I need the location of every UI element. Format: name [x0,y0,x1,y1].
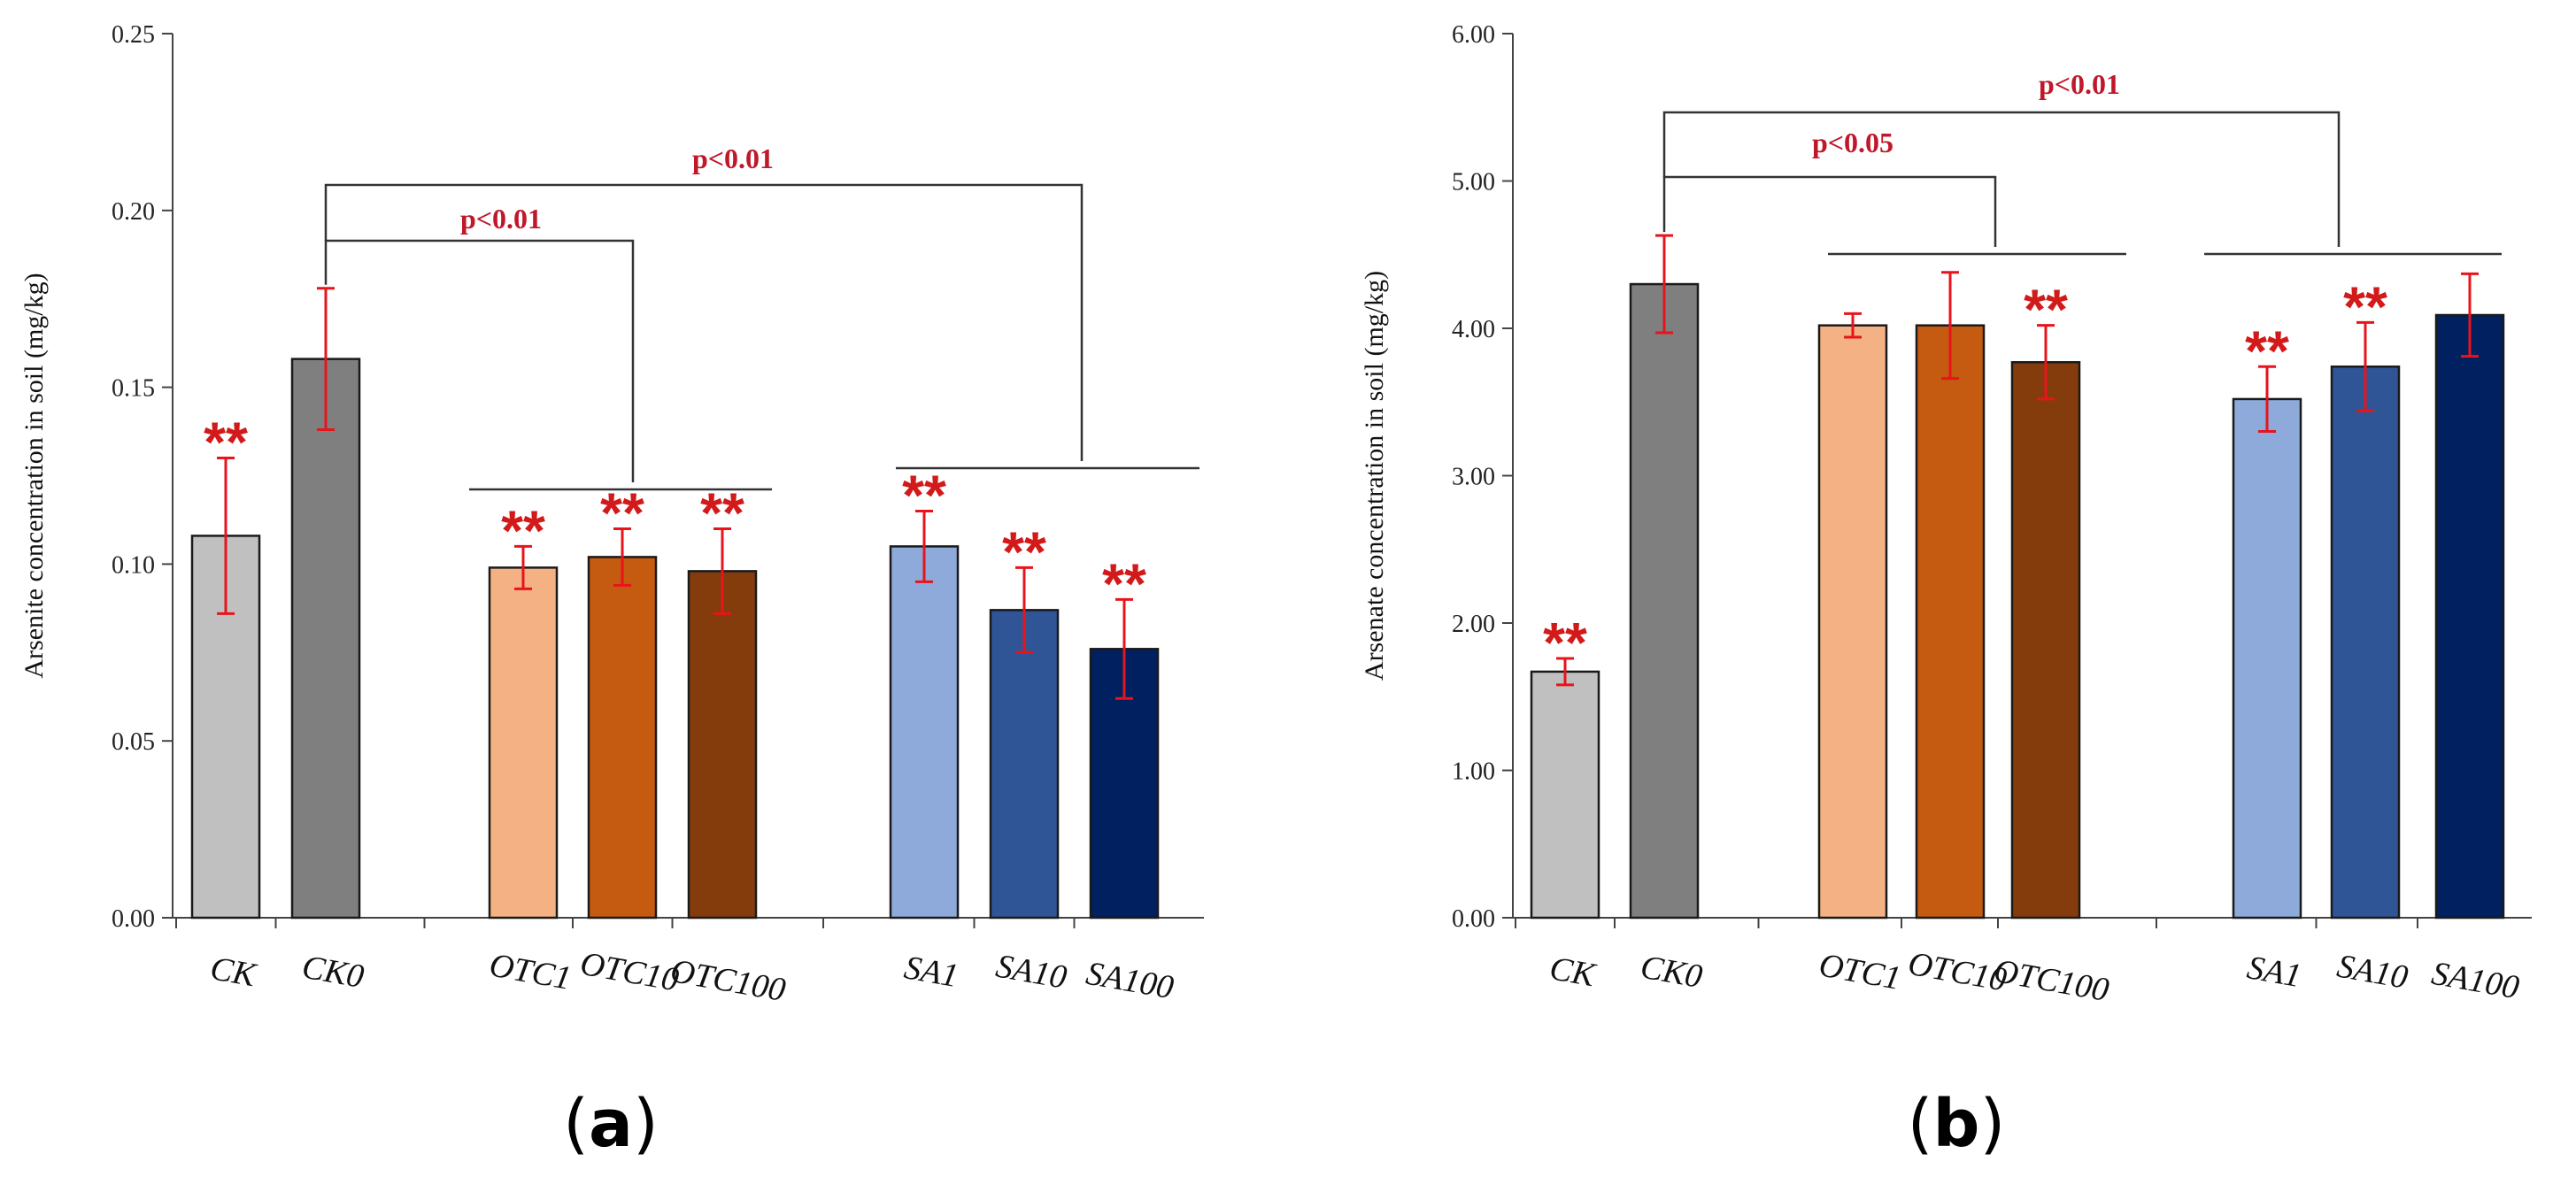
y-tick-label: 0.00 [112,905,155,933]
p-value-label: p<0.01 [2039,68,2120,100]
category-label: SA1 [2244,949,2304,995]
y-tick-label: 0.05 [112,728,155,756]
significance-mark: ** [600,481,644,544]
panel-letter: a [589,1086,633,1162]
category-label: OTC1 [1816,946,1904,996]
bracket-ck0-otc [1662,175,1997,247]
significance-mark: ** [204,411,248,474]
bar-sa1 [889,545,960,920]
p-value-label: p<0.01 [460,203,542,235]
bar-otc10 [587,556,658,920]
significance-mark: ** [2343,274,2387,338]
significance-mark: ** [1543,611,1587,674]
significance-mark: ** [1002,519,1046,583]
bracket-ck0-sa [1662,111,2341,247]
bar-otc100 [2010,361,2081,920]
y-tick-label: 0.15 [112,375,155,403]
bar-sa10 [2330,366,2401,920]
significance-mark: ** [1102,551,1146,615]
p-value-label: p<0.01 [692,142,774,174]
significance-mark: ** [700,481,744,544]
y-tick-label: 6.00 [1452,21,1495,49]
y-tick-label: 4.00 [1452,316,1495,343]
bar-otc1 [1817,324,1888,920]
category-label: OTC10 [577,945,682,999]
significance-mark: ** [2024,278,2068,342]
category-label: CK [207,950,259,994]
bar-otc1 [488,566,559,920]
y-axis-label: Arsenite concentration in soil (mg/kg) [19,273,49,678]
y-tick-label: 1.00 [1452,758,1495,786]
panel-label: (a) [563,1086,659,1162]
significance-mark: ** [902,463,946,527]
bar-ck [1530,670,1600,920]
y-tick-label: 2.00 [1452,611,1495,638]
bar-sa1 [2232,397,2302,920]
bracket-ck0-sa [324,183,1084,461]
panel-letter: b [1933,1086,1980,1162]
category-label: SA100 [1084,955,1176,1007]
y-tick-label: 5.00 [1452,169,1495,196]
chart-b: 0.00 1.00 2.00 3.00 4.00 5.00 6.00 Arsenate con… [1360,21,2532,1162]
bar-otc10 [1915,324,1986,920]
category-label: CK [1546,950,1599,994]
y-tick-label: 0.20 [112,198,155,226]
bracket-ck0-otc [324,239,635,482]
category-label: SA10 [993,948,1069,996]
p-value-label: p<0.05 [1812,127,1893,158]
y-tick-label: 0.10 [112,551,155,579]
y-tick-label: 0.25 [112,21,155,49]
category-label: CK0 [1638,948,1705,995]
category-label: OTC1 [487,946,575,996]
panel-label: (b) [1908,1086,2006,1162]
bar-otc100 [687,570,758,920]
category-label: OTC100 [1991,952,2111,1009]
chart-a: 0.00 0.05 0.10 0.15 0.20 0.25 Arsenite concent… [19,21,1204,1162]
category-label: SA10 [2334,948,2410,996]
bar-ck0 [1629,282,1700,920]
bar-ck [190,535,261,920]
significance-mark: ** [2245,319,2289,382]
category-label: SA1 [901,949,961,995]
significance-mark: ** [501,498,545,562]
category-label: SA100 [2429,955,2522,1007]
bar-sa100 [2434,313,2505,920]
y-tick-label: 3.00 [1452,464,1495,491]
category-label: OTC100 [667,952,788,1009]
y-axis-label: Arsenate concentration in soil (mg/kg) [1360,271,1389,681]
bar-sa10 [989,609,1060,920]
bar-ck0 [290,358,361,920]
category-label: CK0 [299,948,366,995]
y-tick-label: 0.00 [1452,905,1495,933]
